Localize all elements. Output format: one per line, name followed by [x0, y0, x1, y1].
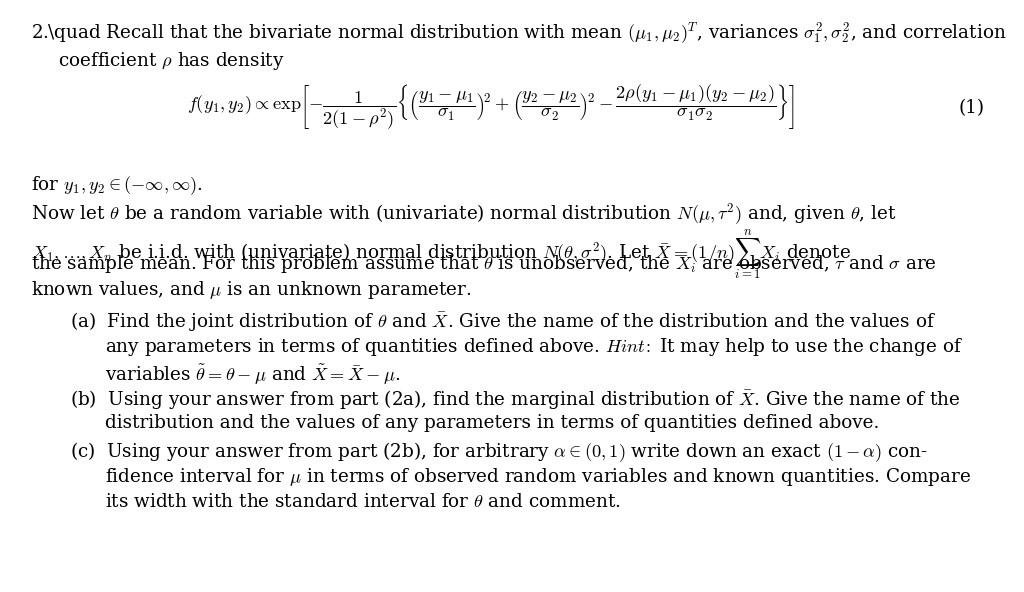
Text: $X_1, \ldots, X_n$ be i.i.d. with (univariate) normal distribution $N(\theta, \s: $X_1, \ldots, X_n$ be i.i.d. with (univa…: [31, 227, 851, 281]
Text: 2.\quad Recall that the bivariate normal distribution with mean $(\mu_1, \mu_2)^: 2.\quad Recall that the bivariate normal…: [31, 21, 1007, 46]
Text: coefficient $\rho$ has density: coefficient $\rho$ has density: [58, 50, 285, 72]
Text: (c)  Using your answer from part (2b), for arbitrary $\alpha \in (0,1)$ write do: (c) Using your answer from part (2b), fo…: [70, 440, 928, 464]
Text: (a)  Find the joint distribution of $\theta$ and $\bar{X}$. Give the name of the: (a) Find the joint distribution of $\the…: [70, 310, 936, 333]
Text: known values, and $\mu$ is an unknown parameter.: known values, and $\mu$ is an unknown pa…: [31, 279, 471, 301]
Text: its width with the standard interval for $\theta$ and comment.: its width with the standard interval for…: [105, 493, 622, 510]
Text: the sample mean. For this problem assume that $\theta$ is unobserved, the $X_i$ : the sample mean. For this problem assume…: [31, 253, 937, 275]
Text: variables $\tilde{\theta} = \theta - \mu$ and $\tilde{X} = \bar{X} - \mu$.: variables $\tilde{\theta} = \theta - \mu…: [105, 362, 400, 387]
Text: any parameters in terms of quantities defined above. $\mathit{Hint\!:}$ It may h: any parameters in terms of quantities de…: [105, 336, 964, 358]
Text: for $y_1, y_2 \in (-\infty, \infty)$.: for $y_1, y_2 \in (-\infty, \infty)$.: [31, 174, 203, 197]
Text: fidence interval for $\mu$ in terms of observed random variables and known quant: fidence interval for $\mu$ in terms of o…: [105, 466, 972, 488]
Text: (1): (1): [958, 99, 985, 117]
Text: Now let $\theta$ be a random variable with (univariate) normal distribution $N(\: Now let $\theta$ be a random variable wi…: [31, 201, 896, 227]
Text: (b)  Using your answer from part (2a), find the marginal distribution of $\bar{X: (b) Using your answer from part (2a), fi…: [70, 388, 961, 411]
Text: distribution and the values of any parameters in terms of quantities defined abo: distribution and the values of any param…: [105, 414, 880, 432]
Text: $f(y_1, y_2) \propto \exp\!\left[-\dfrac{1}{2(1-\rho^2)}\left\{\left(\dfrac{y_1-: $f(y_1, y_2) \propto \exp\!\left[-\dfrac…: [187, 83, 796, 133]
